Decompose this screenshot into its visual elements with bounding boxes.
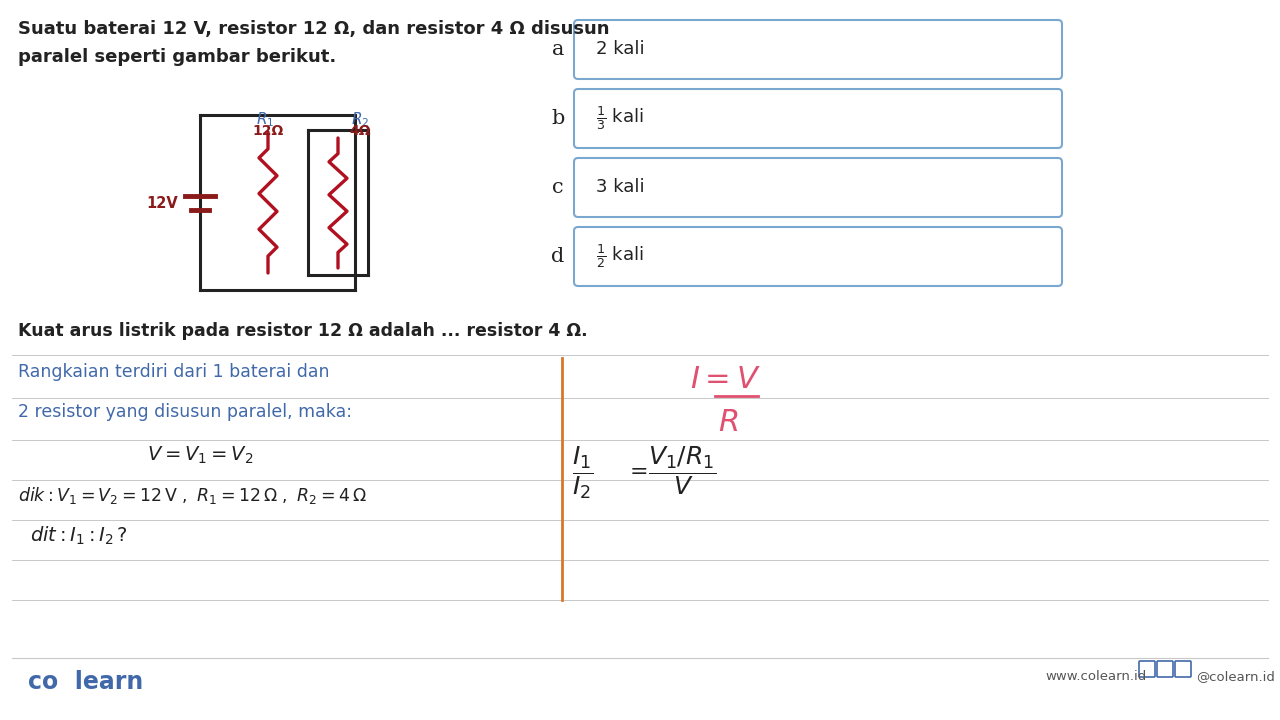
Text: Rangkaian terdiri dari 1 baterai dan: Rangkaian terdiri dari 1 baterai dan <box>18 363 329 381</box>
Text: a: a <box>552 40 564 59</box>
Text: b: b <box>552 109 564 128</box>
Text: $\frac{1}{2}$ kali: $\frac{1}{2}$ kali <box>596 243 644 271</box>
Text: d: d <box>552 247 564 266</box>
FancyBboxPatch shape <box>573 227 1062 286</box>
Text: co  learn: co learn <box>28 670 143 694</box>
Text: $I = V$: $I = V$ <box>690 365 762 394</box>
Text: $\dfrac{I_1}{I_2}$: $\dfrac{I_1}{I_2}$ <box>572 445 593 501</box>
FancyBboxPatch shape <box>1175 661 1190 677</box>
Text: www.colearn.id: www.colearn.id <box>1044 670 1147 683</box>
Text: $R_1$: $R_1$ <box>256 110 274 129</box>
Text: Suatu baterai 12 V, resistor 12 Ω, dan resistor 4 Ω disusun: Suatu baterai 12 V, resistor 12 Ω, dan r… <box>18 20 609 38</box>
Text: @colearn.id: @colearn.id <box>1196 670 1275 683</box>
FancyBboxPatch shape <box>573 20 1062 79</box>
Text: 4Ω: 4Ω <box>349 124 371 138</box>
FancyBboxPatch shape <box>1139 661 1155 677</box>
FancyBboxPatch shape <box>1157 661 1172 677</box>
FancyBboxPatch shape <box>573 89 1062 148</box>
Text: 12V: 12V <box>146 196 178 210</box>
Text: $\dfrac{V_1/R_1}{V}$: $\dfrac{V_1/R_1}{V}$ <box>648 445 717 497</box>
Text: $R_2$: $R_2$ <box>351 110 369 129</box>
Text: $dit : I_1 : I_2\,?$: $dit : I_1 : I_2\,?$ <box>29 525 128 547</box>
Text: 12Ω: 12Ω <box>252 124 284 138</box>
Text: c: c <box>552 178 563 197</box>
Text: 2 kali: 2 kali <box>596 40 645 58</box>
Text: Kuat arus listrik pada resistor 12 Ω adalah ... resistor 4 Ω.: Kuat arus listrik pada resistor 12 Ω ada… <box>18 322 588 340</box>
Text: $V = V_1 = V_2$: $V = V_1 = V_2$ <box>147 445 253 467</box>
Text: 3 kali: 3 kali <box>596 179 645 197</box>
Text: $\frac{1}{3}$ kali: $\frac{1}{3}$ kali <box>596 104 644 132</box>
Text: $=$: $=$ <box>625 460 648 480</box>
Text: paralel seperti gambar berikut.: paralel seperti gambar berikut. <box>18 48 337 66</box>
FancyBboxPatch shape <box>573 158 1062 217</box>
Text: 2 resistor yang disusun paralel, maka:: 2 resistor yang disusun paralel, maka: <box>18 403 352 421</box>
Text: $dik : V_1 = V_2 = 12\,\mathrm{V}\ ,\ R_1 = 12\,\Omega\ ,\ R_2 = 4\,\Omega$: $dik : V_1 = V_2 = 12\,\mathrm{V}\ ,\ R_… <box>18 485 366 506</box>
Text: $R$: $R$ <box>718 408 739 437</box>
